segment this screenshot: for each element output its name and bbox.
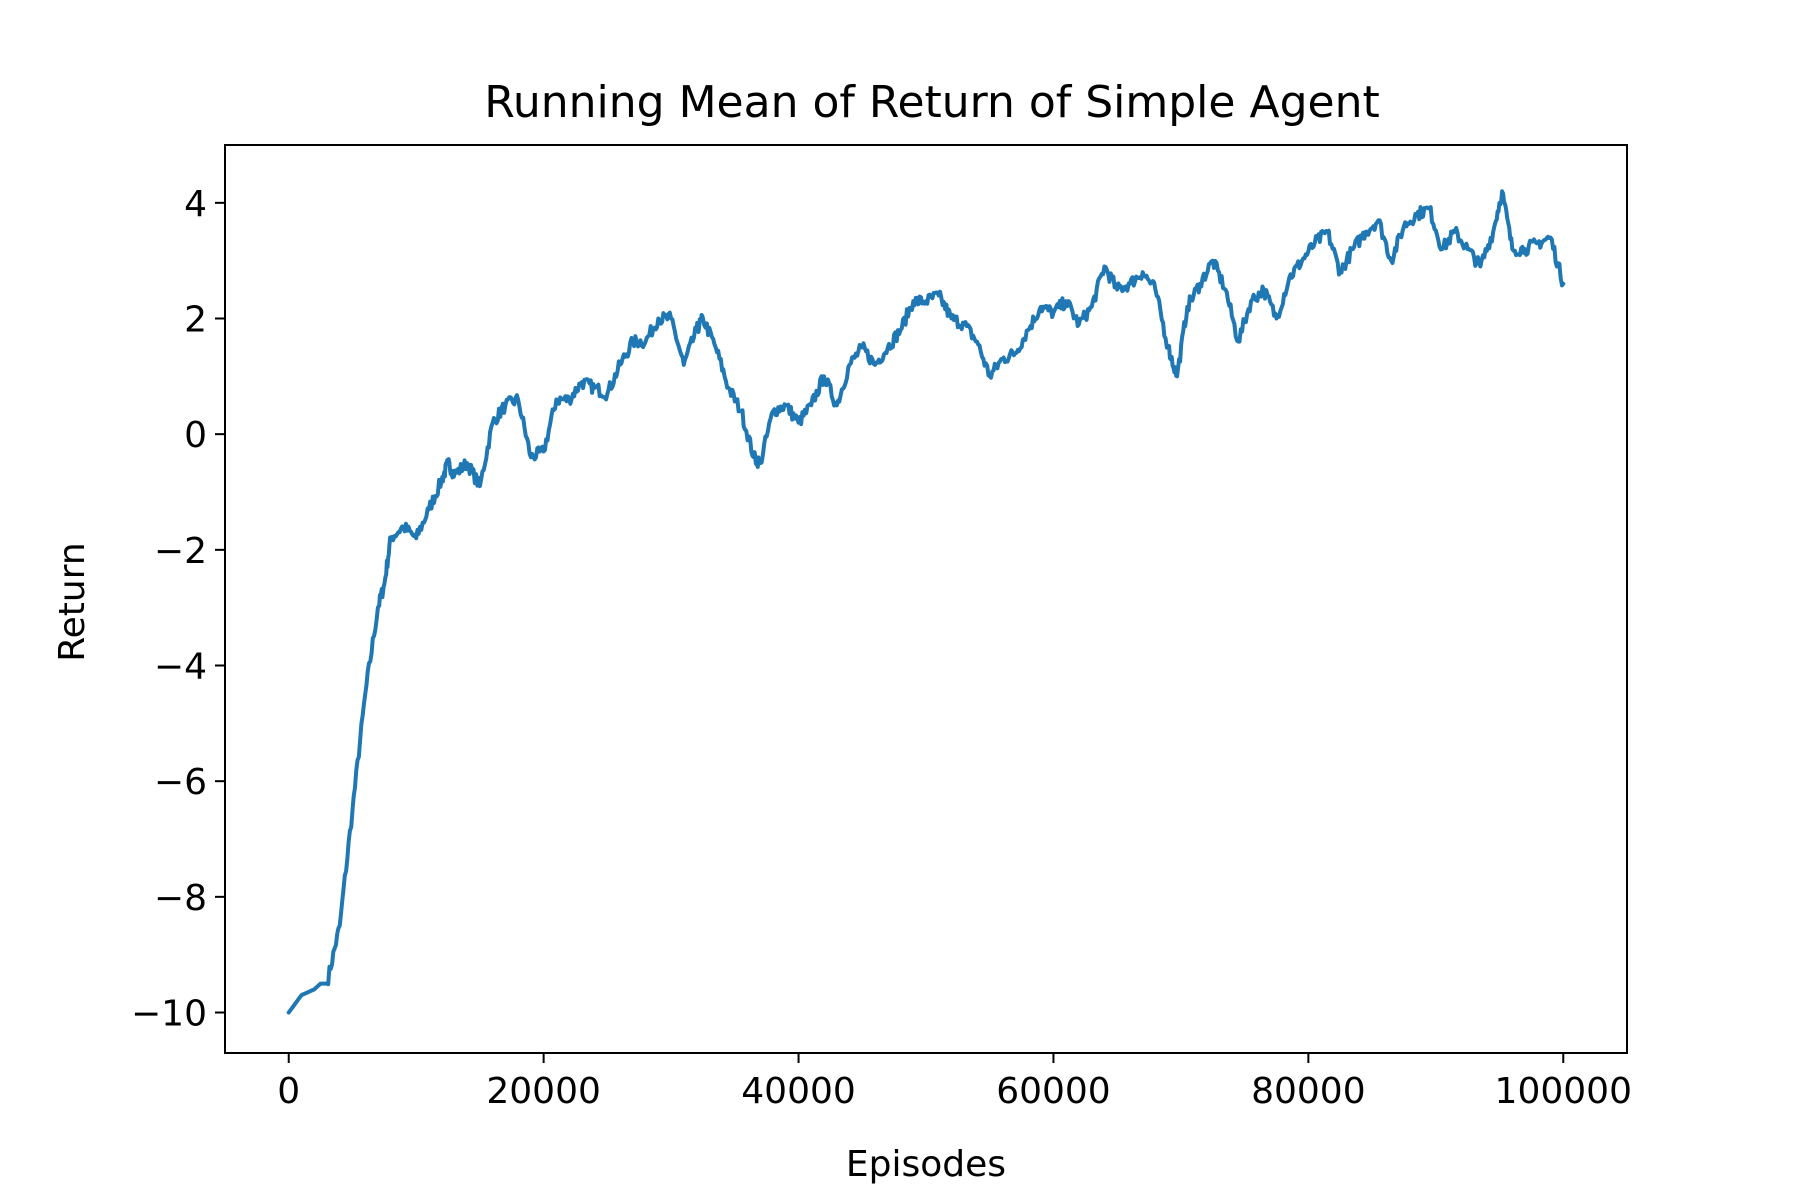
- x-tick-label: 60000: [996, 1071, 1111, 1112]
- plot-area: [286, 189, 1566, 1015]
- y-axis-label: Return: [52, 542, 93, 661]
- series-line: [286, 189, 1566, 1015]
- y-tick-label: −6: [154, 762, 207, 803]
- x-tick-label: 80000: [1251, 1071, 1366, 1112]
- x-axis: 0 20000 40000 60000 80000 100000: [277, 1053, 1632, 1112]
- x-tick-label: 40000: [741, 1071, 856, 1112]
- x-tick-label: 0: [277, 1071, 300, 1112]
- y-tick-label: 0: [184, 415, 207, 456]
- x-tick-label: 100000: [1495, 1071, 1632, 1112]
- y-tick-label: −8: [154, 878, 207, 919]
- y-tick-label: 4: [184, 184, 207, 225]
- y-tick-label: −4: [154, 647, 207, 688]
- plot-frame: [224, 144, 1628, 1054]
- y-tick-label: −2: [154, 531, 207, 572]
- x-axis-label: Episodes: [846, 1144, 1006, 1185]
- y-tick-label: 2: [184, 300, 207, 341]
- y-axis: −10 −8 −6 −4 −2 0 2 4: [131, 184, 225, 1035]
- x-tick-label: 20000: [486, 1071, 601, 1112]
- chart-title: Running Mean of Return of Simple Agent: [484, 77, 1379, 128]
- y-tick-label: −10: [131, 994, 207, 1035]
